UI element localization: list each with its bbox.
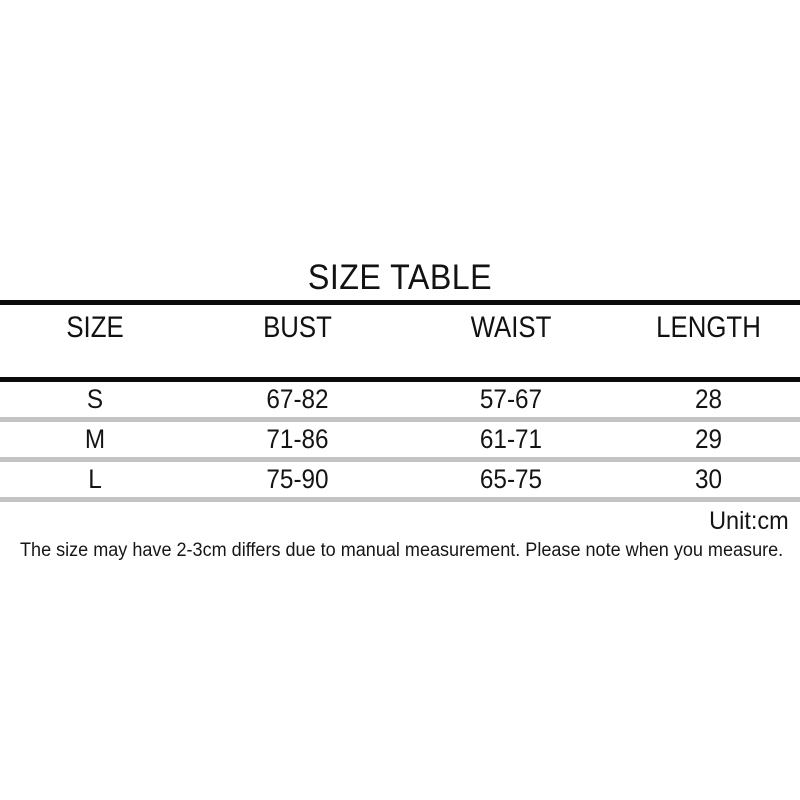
cell-waist: 61-71 (479, 424, 543, 454)
cell-bust: 67-82 (266, 384, 329, 414)
table-header-row: SIZE BUST WAIST LENGTH (0, 305, 800, 377)
row-divider (0, 417, 800, 422)
cell-length: 28 (694, 384, 723, 414)
page-title: SIZE TABLE (307, 258, 493, 297)
size-table: SIZE TABLE SIZE BUST WAIST LENGTH S 67-8… (0, 256, 800, 563)
table-top-rule (0, 300, 800, 305)
column-header-waist: WAIST (470, 311, 552, 344)
table-row: S 67-82 57-67 28 (0, 382, 800, 417)
cell-length: 30 (694, 464, 723, 494)
cell-size: M (84, 424, 106, 454)
column-header-size: SIZE (66, 311, 124, 344)
table-header-rule (0, 377, 800, 382)
table-row: L 75-90 65-75 30 (0, 462, 800, 497)
row-divider (0, 457, 800, 462)
cell-bust: 75-90 (266, 464, 329, 494)
cell-size: L (88, 464, 102, 494)
unit-note: Unit:cm (709, 507, 789, 535)
table-row: M 71-86 61-71 29 (0, 422, 800, 457)
cell-bust: 71-86 (266, 424, 329, 454)
cell-waist: 65-75 (479, 464, 543, 494)
cell-size: S (86, 384, 104, 414)
column-header-bust: BUST (263, 311, 332, 344)
measurement-disclaimer: The size may have 2-3cm differs due to m… (20, 540, 784, 561)
column-header-length: LENGTH (656, 311, 761, 344)
cell-waist: 57-67 (479, 384, 543, 414)
table-bottom-rule (0, 497, 800, 502)
cell-length: 29 (694, 424, 723, 454)
